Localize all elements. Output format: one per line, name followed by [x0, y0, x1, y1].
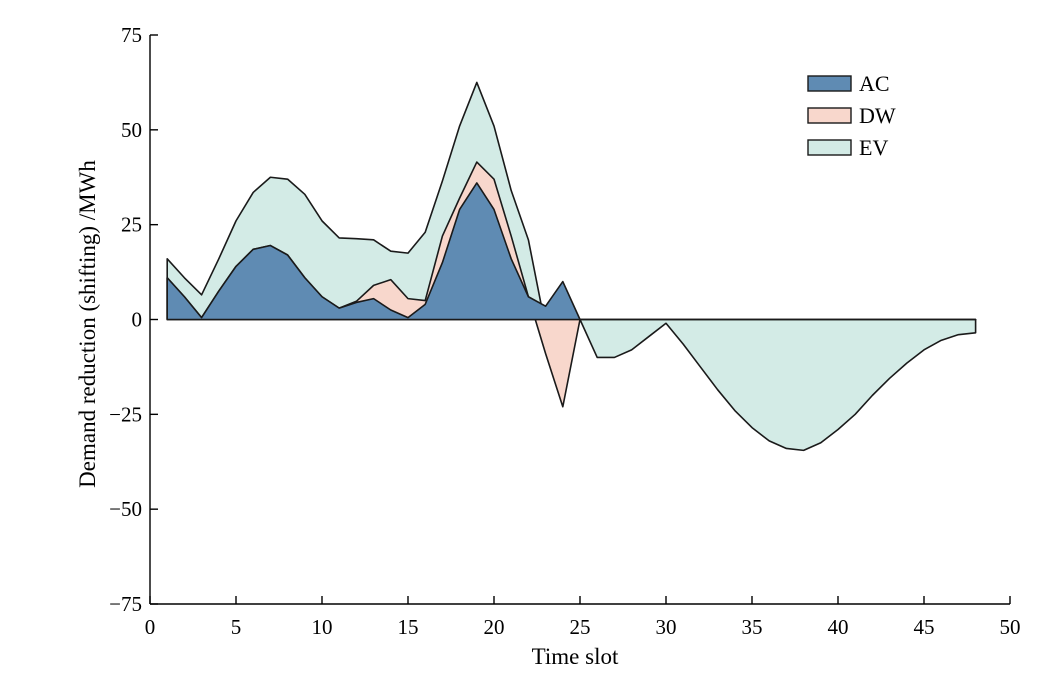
y-tick-label: −75 [109, 592, 142, 616]
x-tick-label: 35 [742, 615, 763, 639]
x-tick-label: 50 [1000, 615, 1021, 639]
y-tick-label: 25 [121, 213, 142, 237]
legend-swatch-ev [807, 139, 852, 156]
x-tick-label: 5 [231, 615, 242, 639]
y-ticks: 75 50 25 0 −25 −50 −75 [109, 23, 158, 616]
x-tick-label: 15 [398, 615, 419, 639]
legend-label-ac: AC [859, 71, 890, 96]
y-tick-label: 75 [121, 23, 142, 47]
x-tick-label: 45 [914, 615, 935, 639]
legend-swatch-ac [807, 75, 852, 92]
legend-label-dw: DW [859, 103, 896, 128]
x-tick-label: 30 [656, 615, 677, 639]
series-areas [166, 81, 977, 452]
x-tick-label: 40 [828, 615, 849, 639]
x-ticks: 0 5 10 15 20 25 30 35 40 45 50 [145, 596, 1021, 639]
area-ac [166, 182, 977, 321]
legend-label-ev: EV [859, 135, 888, 160]
y-tick-label: 0 [132, 308, 143, 332]
legend-swatch-dw [807, 107, 852, 124]
x-axis-title: Time slot [532, 644, 619, 669]
x-tick-label: 10 [312, 615, 333, 639]
y-tick-label: 50 [121, 118, 142, 142]
legend: AC DW EV [807, 71, 896, 160]
x-tick-label: 0 [145, 615, 156, 639]
x-tick-label: 20 [484, 615, 505, 639]
x-tick-label: 25 [570, 615, 591, 639]
y-tick-label: −25 [109, 402, 142, 426]
y-tick-label: −50 [109, 497, 142, 521]
y-axis-title: Demand reduction (shifting) /MWh [75, 160, 100, 488]
